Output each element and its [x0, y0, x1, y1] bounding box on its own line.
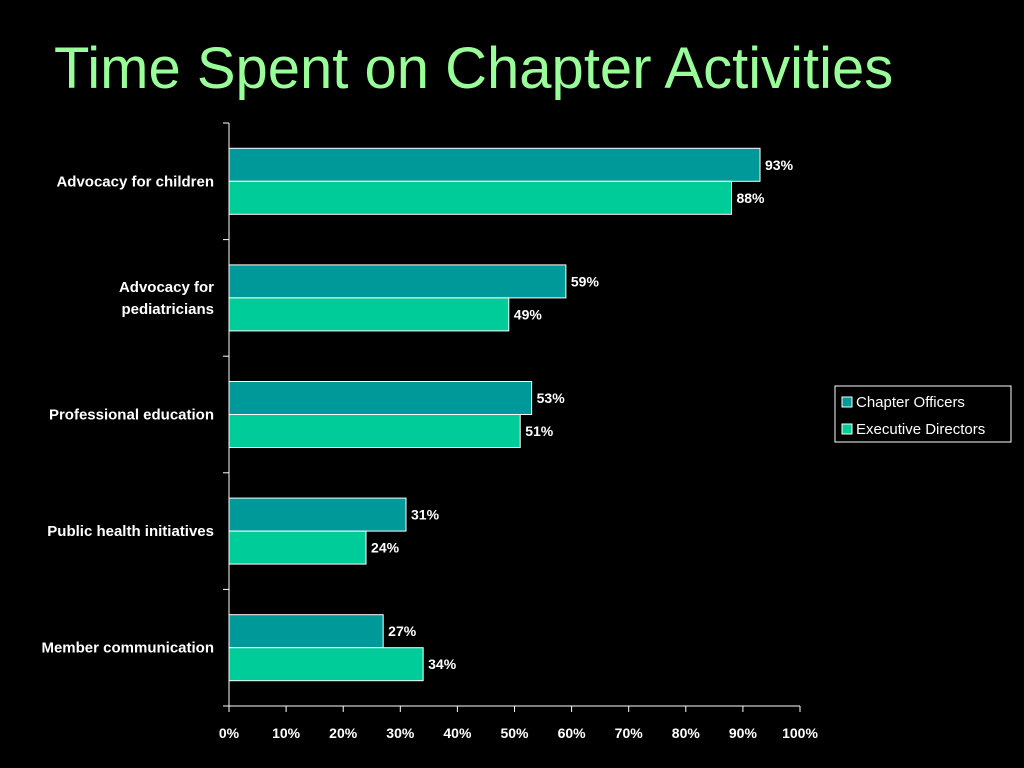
- legend-swatch-chapter-officers: [841, 396, 853, 408]
- bar-chapter-officers-4: [228, 497, 407, 532]
- x-tick-label: 70%: [615, 725, 644, 741]
- data-label: 88%: [736, 190, 765, 206]
- data-label: 59%: [571, 273, 600, 289]
- x-tick-label: 90%: [729, 725, 758, 741]
- slide-title: Time Spent on Chapter Activities: [54, 36, 894, 101]
- category-label: Advocacy for: [119, 279, 214, 296]
- category-label: Professional education: [49, 407, 214, 424]
- x-tick-label: 50%: [500, 725, 529, 741]
- bar-executive-directors-4: [228, 530, 367, 565]
- bar-chapter-officers-3: [228, 381, 533, 415]
- bar-chapter-officers-2: [228, 264, 567, 299]
- bar-chapter-officers-5: [228, 614, 384, 649]
- legend-box: [834, 385, 1012, 443]
- data-label: 93%: [765, 157, 794, 173]
- x-tick-label: 0%: [219, 725, 240, 741]
- bar-chapter-officers-1: [228, 147, 761, 182]
- data-label: 34%: [428, 656, 457, 672]
- x-tick-label: 20%: [329, 725, 358, 741]
- x-tick-label: 60%: [558, 725, 587, 741]
- data-label: 27%: [388, 623, 417, 639]
- data-label: 49%: [514, 306, 543, 322]
- data-label: 31%: [411, 507, 440, 523]
- x-tick-label: 100%: [782, 725, 818, 741]
- category-label: Advocacy for children: [56, 173, 214, 190]
- legend-label: Executive Directors: [856, 421, 985, 438]
- bar-executive-directors-3: [228, 414, 521, 448]
- data-label: 53%: [537, 390, 566, 406]
- category-label: Public health initiatives: [47, 523, 214, 540]
- data-label: 24%: [371, 540, 400, 556]
- legend-label: Chapter Officers: [856, 394, 965, 411]
- x-tick-label: 40%: [443, 725, 472, 741]
- bar-executive-directors-5: [228, 647, 424, 682]
- category-label: pediatricians: [121, 301, 214, 318]
- bar-executive-directors-1: [228, 180, 732, 215]
- x-tick-label: 10%: [272, 725, 301, 741]
- x-tick-label: 30%: [386, 725, 415, 741]
- x-tick-label: 80%: [672, 725, 701, 741]
- legend-swatch-executive-directors: [841, 423, 853, 435]
- data-label: 51%: [525, 423, 554, 439]
- bar-executive-directors-2: [228, 297, 510, 332]
- category-label: Member communication: [41, 640, 214, 657]
